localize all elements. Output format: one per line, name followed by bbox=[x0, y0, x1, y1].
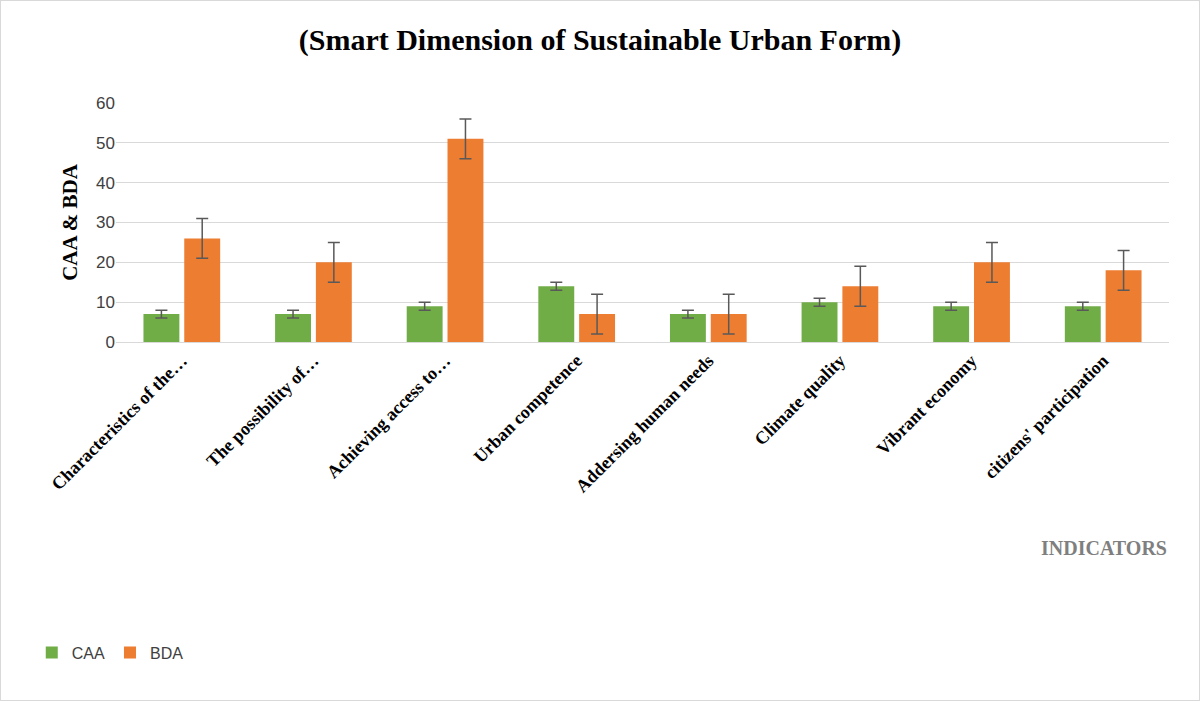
svg-text:INDICATORS: INDICATORS bbox=[1041, 537, 1167, 559]
svg-text:The possibility of…: The possibility of… bbox=[202, 351, 322, 471]
svg-text:Urban competence: Urban competence bbox=[470, 351, 586, 467]
svg-text:(Smart Dimension of Sustainabl: (Smart Dimension of Sustainable Urban Fo… bbox=[299, 23, 902, 57]
svg-text:Achieving access to…: Achieving access to… bbox=[323, 351, 455, 483]
svg-text:citizens' participation: citizens' participation bbox=[981, 351, 1113, 483]
svg-text:20: 20 bbox=[96, 253, 115, 272]
svg-text:30: 30 bbox=[96, 213, 115, 232]
svg-text:CAA & BDA: CAA & BDA bbox=[58, 163, 82, 281]
svg-text:0: 0 bbox=[106, 333, 115, 352]
svg-text:40: 40 bbox=[96, 174, 115, 193]
svg-text:BDA: BDA bbox=[150, 645, 183, 662]
svg-text:CAA: CAA bbox=[72, 645, 105, 662]
svg-text:10: 10 bbox=[96, 293, 115, 312]
svg-text:Addersing human needs: Addersing human needs bbox=[572, 351, 718, 497]
svg-text:Characteristics of the…: Characteristics of the… bbox=[47, 351, 191, 495]
svg-text:50: 50 bbox=[96, 134, 115, 153]
svg-text:Vibrant economy: Vibrant economy bbox=[873, 351, 981, 459]
svg-text:60: 60 bbox=[96, 94, 115, 113]
svg-text:Climate quality: Climate quality bbox=[750, 351, 849, 450]
